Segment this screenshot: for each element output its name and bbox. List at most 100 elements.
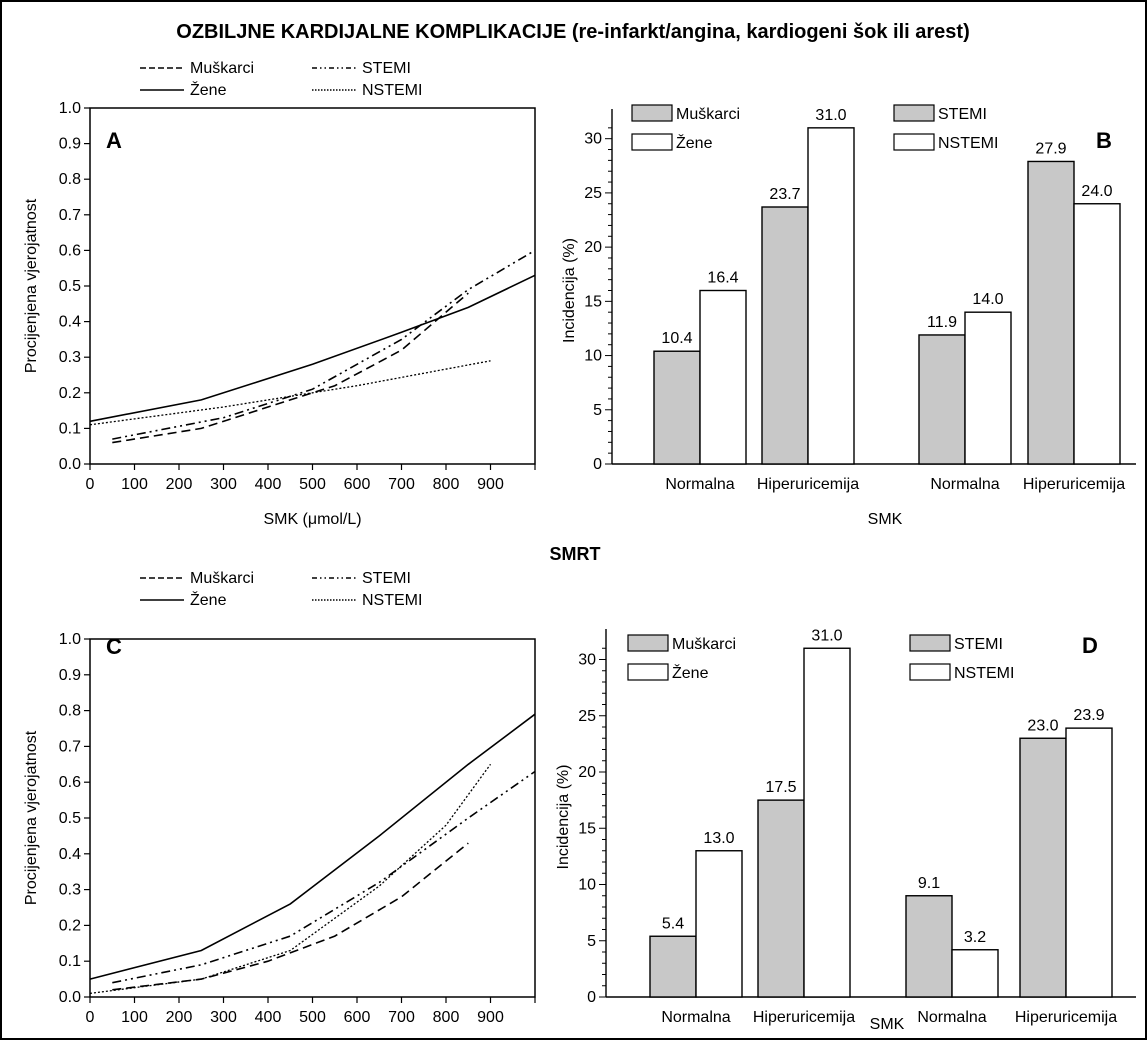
bar-value-label: 23.7 [769, 186, 800, 203]
y-tick-label: 0.8 [59, 171, 81, 188]
bar-nstemi [951, 949, 999, 998]
y-tick-label: 20 [578, 764, 596, 781]
legend-label-nstemi: NSTEMI [938, 135, 998, 152]
bar-nstemi [1065, 727, 1113, 998]
x-tick-label: 800 [433, 476, 460, 493]
legend-label-muškarci: Muškarci [676, 106, 740, 123]
bar-value-label: 14.0 [972, 291, 1003, 308]
legend-label-stemi: STEMI [362, 60, 411, 77]
bar-value-label: 23.9 [1073, 707, 1104, 724]
y-axis-label: Procijenjena vjerojatnost [23, 730, 40, 905]
x-tick-label: 0 [86, 1009, 95, 1026]
bar-value-label: 16.4 [707, 270, 738, 287]
legend-label-stemi: STEMI [362, 570, 411, 587]
legend-label-žene: Žene [190, 590, 227, 609]
bar-value-label: 11.9 [927, 314, 957, 331]
figure-title-top: OZBILJNE KARDIJALNE KOMPLIKACIJE (re-inf… [176, 21, 969, 43]
x-tick-label: 0 [86, 476, 95, 493]
y-tick-label: 10 [584, 348, 602, 365]
panel-letter: B [1096, 128, 1112, 153]
bar-value-label: 13.0 [703, 830, 734, 847]
y-tick-label: 0.1 [59, 953, 81, 970]
legend-label-nstemi: NSTEMI [362, 82, 422, 99]
y-tick-label: 0.5 [59, 810, 81, 827]
category-label: Hiperuricemija [753, 1009, 855, 1026]
legend-label-žene: Žene [672, 663, 709, 682]
y-tick-label: 1.0 [59, 100, 81, 117]
x-tick-label: 200 [166, 1009, 193, 1026]
x-tick-label: 100 [121, 476, 148, 493]
panel-letter: A [106, 128, 122, 153]
y-axis-label: Incidencija (%) [555, 765, 572, 870]
y-tick-label: 25 [578, 708, 596, 725]
legend-label-žene: Žene [676, 133, 713, 152]
y-tick-label: 0.9 [59, 667, 81, 684]
panel-letter: C [106, 634, 122, 659]
category-label: Normalna [665, 476, 734, 493]
legend-swatch-nstemi [893, 133, 935, 151]
series-line-nstemi [89, 763, 492, 995]
legend-swatch-muškarci [631, 104, 673, 122]
legend-label-stemi: STEMI [938, 106, 987, 123]
bar-žene [803, 647, 851, 998]
y-tick-label: 0.7 [59, 738, 81, 755]
y-tick-label: 0.1 [59, 420, 81, 437]
y-tick-label: 20 [584, 239, 602, 256]
x-axis-label: SMK (μmol/L) [263, 511, 361, 528]
y-tick-label: 0.3 [59, 882, 81, 899]
legend-swatch-stemi [909, 634, 951, 652]
x-tick-label: 700 [388, 1009, 415, 1026]
category-label: Normalna [930, 476, 999, 493]
panel-letter: D [1082, 633, 1098, 658]
panel-a-line-chart: 0.0 0.1 0.2 0.3 0.4 0.5 0.6 0.7 0.8 0.9 1.0 0 100 200… [23, 60, 536, 528]
legend-swatch-stemi [893, 104, 935, 122]
x-tick-label: 500 [299, 476, 326, 493]
x-tick-label: 300 [210, 476, 237, 493]
x-tick-label: 600 [344, 476, 371, 493]
x-tick-label: 800 [433, 1009, 460, 1026]
y-tick-label: 0.0 [59, 989, 81, 1006]
bar-stemi [1019, 737, 1067, 998]
category-label: Normalna [661, 1009, 730, 1026]
series-line-muškarci [112, 292, 469, 444]
panel-b-bar-chart: 0 5 10 15 20 25 30 Incidencija (%) SMK B 10.4 16.4 N… [561, 104, 1136, 528]
bar-value-label: 31.0 [811, 627, 842, 644]
x-tick-label: 700 [388, 476, 415, 493]
category-label: Hiperuricemija [1023, 476, 1125, 493]
x-axis-label: SMK [870, 1016, 905, 1033]
y-tick-label: 5 [593, 402, 602, 419]
y-tick-label: 0.9 [59, 136, 81, 153]
bar-muškarci [653, 350, 701, 465]
bar-value-label: 27.9 [1035, 140, 1066, 157]
y-tick-label: 15 [584, 293, 602, 310]
x-axis-label: SMK [868, 511, 903, 528]
bar-value-label: 23.0 [1027, 717, 1058, 734]
y-tick-label: 0.8 [59, 703, 81, 720]
bar-stemi [905, 895, 953, 998]
y-tick-label: 0.7 [59, 207, 81, 224]
y-tick-label: 0.6 [59, 242, 81, 259]
bar-muškarci [757, 799, 805, 998]
y-tick-label: 0.6 [59, 774, 81, 791]
category-label: Hiperuricemija [757, 476, 859, 493]
series-line-stemi [112, 249, 536, 440]
bar-žene [807, 127, 855, 465]
y-axis-label: Incidencija (%) [561, 238, 578, 343]
legend-label-muškarci: Muškarci [190, 570, 254, 587]
y-tick-label: 1.0 [59, 631, 81, 648]
bar-stemi [918, 334, 966, 465]
y-tick-label: 0.0 [59, 456, 81, 473]
legend-label-nstemi: NSTEMI [362, 592, 422, 609]
x-tick-label: 900 [477, 476, 504, 493]
y-tick-label: 10 [578, 877, 596, 894]
bar-value-label: 5.4 [662, 915, 684, 932]
legend-label-stemi: STEMI [954, 636, 1003, 653]
y-tick-label: 0.2 [59, 917, 81, 934]
y-axis-label: Procijenjena vjerojatnost [23, 198, 40, 373]
x-tick-label: 600 [344, 1009, 371, 1026]
x-tick-label: 200 [166, 476, 193, 493]
y-tick-label: 25 [584, 185, 602, 202]
bar-muškarci [761, 206, 809, 465]
